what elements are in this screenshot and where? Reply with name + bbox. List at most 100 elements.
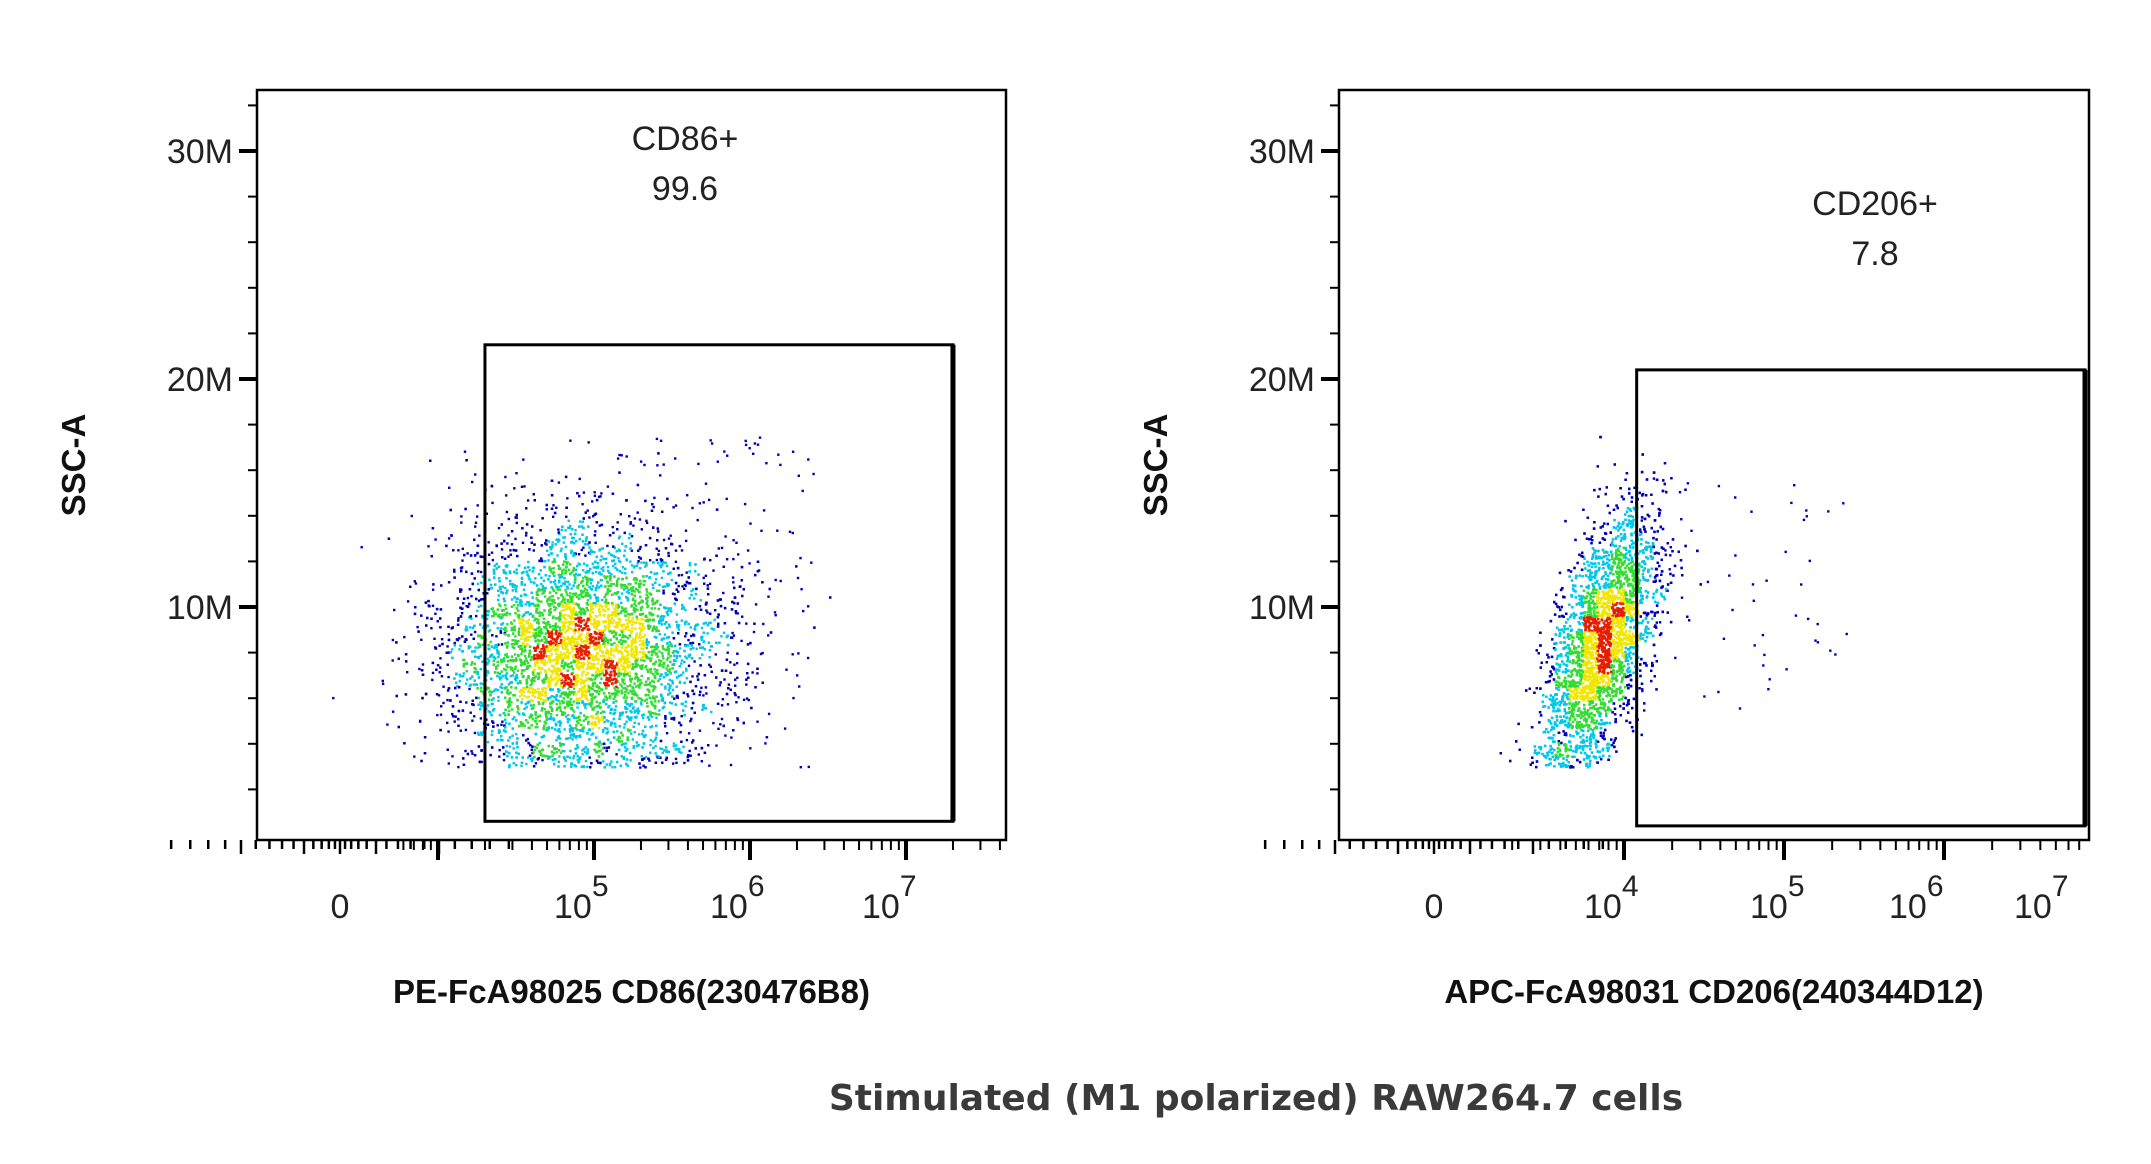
data-point (670, 643, 673, 646)
data-point (523, 669, 526, 672)
data-point (667, 537, 671, 540)
data-point (558, 730, 561, 733)
x-tick-label: 105 (554, 870, 609, 926)
data-point (549, 643, 553, 646)
data-point (612, 619, 616, 622)
data-point (529, 704, 533, 707)
data-point (524, 657, 528, 660)
y-tick-label: 30M (167, 133, 233, 171)
data-point (564, 613, 567, 617)
data-point (478, 534, 481, 537)
data-point (568, 606, 572, 609)
data-point (705, 609, 708, 612)
data-point (518, 712, 521, 715)
data-point (692, 633, 695, 636)
data-point (647, 670, 650, 674)
data-point (545, 641, 549, 644)
data-point (620, 659, 623, 662)
data-point (576, 746, 579, 749)
data-point (464, 682, 468, 685)
data-point (604, 557, 608, 561)
data-point (649, 559, 652, 562)
data-point (591, 585, 594, 588)
data-point (612, 654, 615, 657)
data-point (644, 664, 648, 668)
data-point (520, 577, 524, 580)
data-point (680, 751, 683, 754)
data-point (521, 541, 525, 544)
data-point (599, 681, 602, 685)
data-point (611, 492, 615, 495)
data-point (496, 724, 499, 727)
data-point (550, 652, 553, 656)
data-point (563, 706, 566, 709)
data-point (570, 616, 574, 619)
data-point (630, 590, 633, 593)
data-point (554, 583, 557, 586)
data-point (447, 762, 450, 765)
data-point (644, 641, 648, 644)
data-point (649, 743, 652, 747)
x-tick-label: 0 (331, 888, 350, 926)
data-point (533, 679, 536, 682)
data-point (617, 556, 620, 560)
data-point (572, 716, 576, 719)
data-point (589, 693, 592, 696)
data-point (558, 656, 561, 659)
data-point (568, 724, 572, 727)
data-point (506, 689, 509, 692)
data-point (550, 603, 553, 606)
data-point (639, 679, 642, 682)
data-point (613, 674, 616, 677)
data-point (559, 618, 562, 621)
data-point (659, 439, 663, 442)
data-point (517, 564, 521, 567)
data-point (591, 607, 594, 610)
data-point (559, 709, 562, 713)
data-point (454, 715, 457, 718)
data-point (589, 594, 592, 597)
data-point (485, 617, 489, 621)
data-point (571, 595, 574, 599)
data-point (746, 643, 750, 646)
data-point (465, 604, 468, 608)
data-point (595, 498, 599, 502)
data-point (512, 604, 516, 607)
data-point (515, 521, 518, 525)
data-point (589, 596, 592, 600)
data-point (558, 581, 561, 584)
data-point (669, 654, 672, 658)
data-point (512, 747, 515, 750)
data-point (608, 692, 611, 695)
data-point (628, 660, 631, 663)
data-point (579, 682, 583, 685)
data-point (431, 588, 435, 591)
data-point (538, 630, 541, 633)
data-point (575, 595, 579, 599)
data-point (577, 583, 581, 587)
data-point (579, 613, 583, 616)
data-point (629, 759, 632, 762)
data-point (566, 635, 570, 639)
data-point (695, 647, 698, 650)
data-point (703, 582, 706, 585)
data-point (531, 718, 535, 721)
data-point (571, 649, 574, 652)
data-point (681, 585, 684, 588)
data-point (555, 649, 558, 652)
data-point (655, 558, 659, 562)
data-point (626, 622, 629, 625)
data-point (386, 723, 389, 726)
data-point (522, 613, 526, 616)
data-point (598, 702, 601, 705)
data-point (555, 591, 558, 595)
data-point (547, 644, 550, 648)
data-point (675, 761, 678, 764)
data-point (648, 683, 651, 686)
data-point (520, 721, 523, 725)
data-point (451, 712, 454, 716)
data-point (532, 706, 535, 710)
data-point (556, 648, 559, 651)
data-point (574, 681, 577, 684)
data-point (675, 685, 678, 688)
